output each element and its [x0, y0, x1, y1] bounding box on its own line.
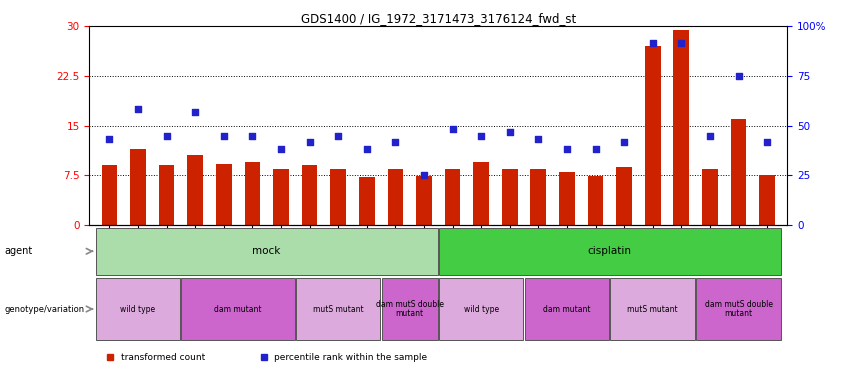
Bar	[616, 167, 632, 225]
Bar	[158, 165, 174, 225]
Bar	[296, 278, 380, 340]
Point	[103, 136, 117, 142]
Point	[703, 133, 717, 139]
Point	[675, 40, 688, 46]
Bar	[359, 177, 374, 225]
Point	[217, 133, 231, 139]
Bar	[696, 278, 781, 340]
Point	[131, 106, 145, 112]
Text: mock: mock	[253, 246, 281, 256]
Point	[474, 133, 488, 139]
Bar	[530, 169, 546, 225]
Text: dam mutant: dam mutant	[214, 304, 262, 313]
Bar	[445, 169, 460, 225]
Point	[646, 40, 660, 46]
Bar	[759, 176, 775, 225]
Point	[246, 133, 260, 139]
Point	[303, 139, 317, 145]
Text: wild type: wild type	[120, 304, 156, 313]
Text: mutS mutant: mutS mutant	[627, 304, 678, 313]
Bar	[610, 278, 695, 340]
Text: wild type: wild type	[464, 304, 499, 313]
Point	[160, 133, 174, 139]
Point	[331, 133, 345, 139]
Bar	[130, 149, 146, 225]
Point	[560, 146, 574, 152]
Bar	[381, 278, 437, 340]
Bar	[473, 162, 489, 225]
Point	[589, 146, 603, 152]
Bar	[645, 46, 660, 225]
Text: mutS mutant: mutS mutant	[313, 304, 363, 313]
Bar	[524, 278, 609, 340]
Text: transformed count: transformed count	[121, 352, 205, 362]
Bar	[181, 278, 294, 340]
Point	[274, 146, 288, 152]
Text: dam mutS double
mutant: dam mutS double mutant	[375, 300, 443, 318]
Bar	[273, 169, 288, 225]
Bar	[302, 165, 317, 225]
Bar	[95, 278, 180, 340]
Point	[360, 146, 374, 152]
Bar	[588, 176, 603, 225]
Bar	[216, 164, 231, 225]
Point	[417, 172, 431, 178]
Point	[532, 136, 545, 142]
Bar	[95, 228, 437, 274]
Bar	[702, 169, 718, 225]
Text: genotype/variation: genotype/variation	[4, 304, 84, 313]
Point	[760, 139, 774, 145]
Title: GDS1400 / IG_1972_3171473_3176124_fwd_st: GDS1400 / IG_1972_3171473_3176124_fwd_st	[300, 12, 576, 25]
Bar	[731, 119, 746, 225]
Bar	[559, 172, 574, 225]
Bar	[502, 169, 517, 225]
Point	[446, 126, 460, 132]
Bar	[187, 155, 203, 225]
Point	[188, 110, 202, 116]
Bar	[439, 278, 523, 340]
Text: agent: agent	[4, 246, 32, 256]
Text: dam mutS double
mutant: dam mutS double mutant	[705, 300, 773, 318]
Bar	[330, 169, 346, 225]
Bar	[673, 30, 689, 225]
Bar	[244, 162, 260, 225]
Bar	[387, 169, 403, 225]
Bar	[416, 176, 431, 225]
Bar	[439, 228, 781, 274]
Point	[503, 129, 517, 135]
Text: dam mutant: dam mutant	[543, 304, 591, 313]
Point	[389, 139, 403, 145]
Text: percentile rank within the sample: percentile rank within the sample	[274, 352, 427, 362]
Bar	[101, 165, 117, 225]
Text: cisplatin: cisplatin	[588, 246, 631, 256]
Point	[732, 73, 745, 79]
Point	[617, 139, 631, 145]
